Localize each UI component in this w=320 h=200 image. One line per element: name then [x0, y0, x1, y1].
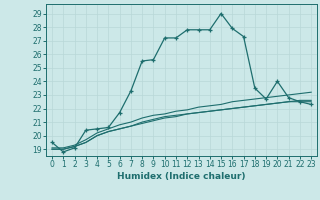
- X-axis label: Humidex (Indice chaleur): Humidex (Indice chaleur): [117, 172, 246, 181]
